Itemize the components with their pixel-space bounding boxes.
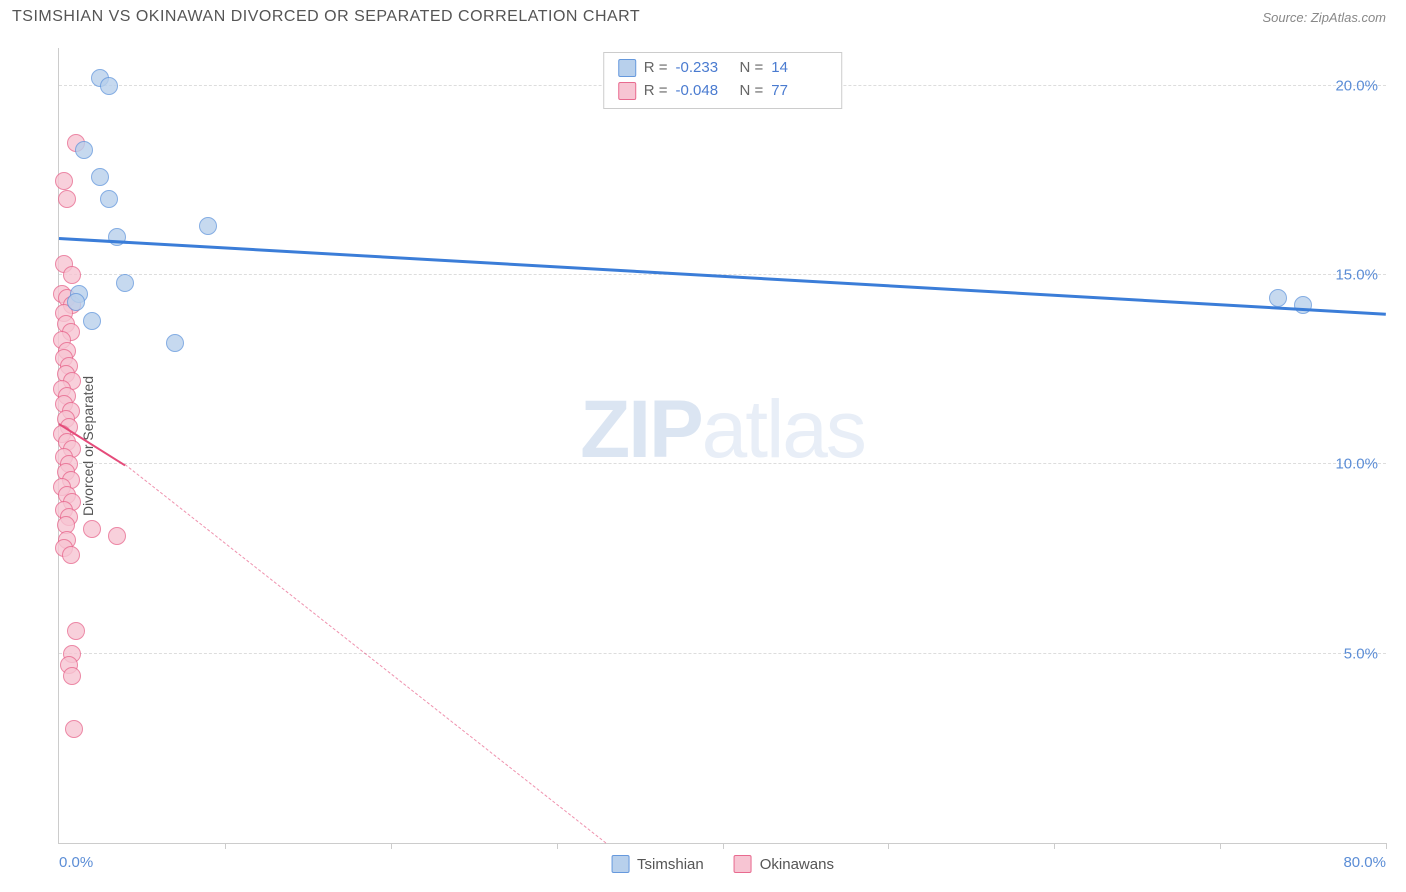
x-tick <box>1386 843 1387 849</box>
data-point <box>63 266 81 284</box>
stat-r-value: -0.233 <box>676 57 732 80</box>
data-point <box>62 546 80 564</box>
data-point <box>100 190 118 208</box>
data-point <box>116 274 134 292</box>
legend-item: Okinawans <box>734 855 834 873</box>
series-swatch <box>618 59 636 77</box>
legend-label: Okinawans <box>760 856 834 873</box>
stat-n-label: N = <box>740 80 764 103</box>
data-point <box>108 228 126 246</box>
stat-r-label: R = <box>644 57 668 80</box>
stat-r-label: R = <box>644 80 668 103</box>
watermark-atlas: atlas <box>702 384 865 475</box>
data-point <box>83 312 101 330</box>
legend-label: Tsimshian <box>637 856 704 873</box>
data-point <box>63 667 81 685</box>
x-tick <box>225 843 226 849</box>
data-point <box>67 622 85 640</box>
data-point <box>100 77 118 95</box>
gridline <box>59 463 1386 464</box>
gridline <box>59 653 1386 654</box>
x-tick <box>1220 843 1221 849</box>
y-tick-label: 15.0% <box>1335 267 1378 284</box>
chart-source: Source: ZipAtlas.com <box>1262 10 1386 25</box>
legend: Tsimshian Okinawans <box>611 855 834 873</box>
x-origin-label: 0.0% <box>59 854 93 871</box>
plot-area: ZIPatlas R =-0.233N =14R =-0.048N =77 0.… <box>58 48 1386 844</box>
stat-r-value: -0.048 <box>676 80 732 103</box>
data-point <box>55 172 73 190</box>
x-tick <box>1054 843 1055 849</box>
stats-row: R = -0.048 N = 77 <box>618 80 828 103</box>
y-tick-label: 5.0% <box>1344 645 1378 662</box>
trendline-tsimshian <box>59 237 1386 315</box>
x-tick <box>557 843 558 849</box>
chart-container: Divorced or Separated ZIPatlas R =-0.233… <box>48 48 1386 844</box>
watermark-zip: ZIP <box>580 384 702 475</box>
x-tick <box>723 843 724 849</box>
legend-swatch <box>734 855 752 873</box>
legend-swatch <box>611 855 629 873</box>
chart-header: TSIMSHIAN VS OKINAWAN DIVORCED OR SEPARA… <box>0 0 1406 34</box>
data-point <box>1269 289 1287 307</box>
trendline-okinawans-extrapolated <box>125 465 607 844</box>
data-point <box>65 720 83 738</box>
data-point <box>58 190 76 208</box>
series-swatch <box>618 82 636 100</box>
data-point <box>1294 296 1312 314</box>
x-tick <box>391 843 392 849</box>
x-max-label: 80.0% <box>1343 854 1386 871</box>
stats-row: R = -0.233 N = 14 <box>618 57 828 80</box>
y-tick-label: 10.0% <box>1335 456 1378 473</box>
data-point <box>166 334 184 352</box>
stat-n-label: N = <box>740 57 764 80</box>
data-point <box>199 217 217 235</box>
data-point <box>83 520 101 538</box>
data-point <box>91 168 109 186</box>
y-tick-label: 20.0% <box>1335 77 1378 94</box>
data-point <box>108 527 126 545</box>
stat-n-value: 14 <box>771 57 827 80</box>
correlation-stats-box: R = -0.233 N = 14 R = -0.048 N = 77 <box>603 52 843 109</box>
data-point <box>75 141 93 159</box>
x-tick <box>888 843 889 849</box>
stat-n-value: 77 <box>771 80 827 103</box>
chart-title: TSIMSHIAN VS OKINAWAN DIVORCED OR SEPARA… <box>12 8 640 26</box>
legend-item: Tsimshian <box>611 855 704 873</box>
data-point <box>67 293 85 311</box>
